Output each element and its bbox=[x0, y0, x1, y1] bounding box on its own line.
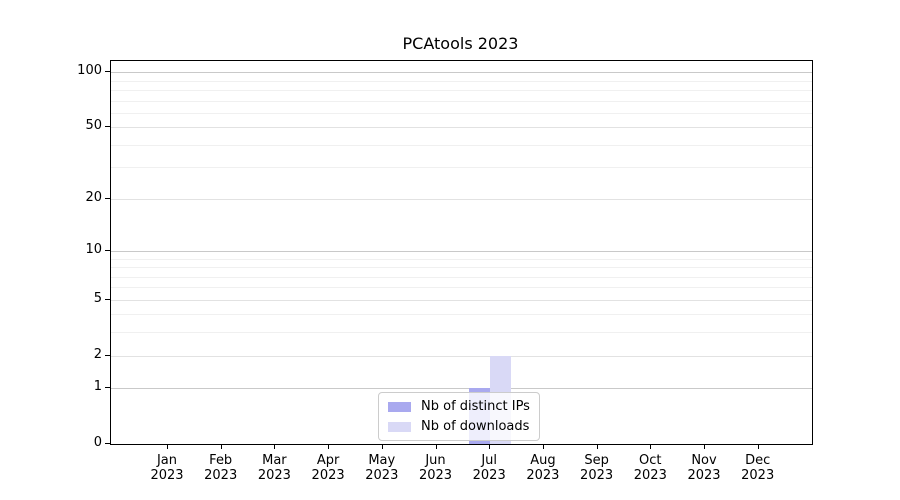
gridline-minor bbox=[111, 100, 812, 102]
gridline-minor bbox=[111, 332, 812, 334]
x-tick-year: 2023 bbox=[580, 468, 614, 483]
y-tick-mark bbox=[105, 249, 110, 251]
legend-label: Nb of distinct IPs bbox=[421, 399, 530, 414]
gridline-minor bbox=[111, 287, 812, 289]
gridline-major bbox=[111, 388, 812, 390]
legend-swatch-icon bbox=[388, 401, 411, 412]
y-axis-tick-label: 100 bbox=[77, 63, 102, 79]
x-tick-month: Nov bbox=[691, 453, 717, 468]
x-tick-year: 2023 bbox=[687, 468, 721, 483]
x-tick-month: Oct bbox=[639, 453, 662, 468]
y-axis-tick-label: 20 bbox=[85, 189, 102, 205]
x-tick-year: 2023 bbox=[150, 468, 184, 483]
x-tick-month: Feb bbox=[209, 453, 233, 468]
y-tick-mark bbox=[105, 354, 110, 356]
legend-swatch-icon bbox=[388, 421, 411, 432]
x-axis-tick-label: Nov 2023 bbox=[668, 453, 740, 483]
x-tick-year: 2023 bbox=[257, 468, 291, 483]
legend: Nb of distinct IPs Nb of downloads bbox=[378, 392, 540, 441]
x-tick-month: Jan bbox=[156, 453, 178, 468]
x-axis-tick-label: Dec 2023 bbox=[722, 453, 794, 483]
x-tick-mark bbox=[274, 444, 276, 449]
x-axis-tick-label: Oct 2023 bbox=[614, 453, 686, 483]
gridline-labeled bbox=[111, 127, 812, 129]
x-tick-month: Apr bbox=[316, 453, 340, 468]
y-tick-mark bbox=[105, 443, 110, 444]
x-axis-tick-label: Mar 2023 bbox=[238, 453, 310, 483]
x-tick-year: 2023 bbox=[365, 468, 399, 483]
x-tick-mark bbox=[381, 444, 383, 449]
x-tick-mark bbox=[757, 444, 759, 449]
y-axis-tick-label: 10 bbox=[85, 241, 102, 257]
legend-entry: Nb of downloads bbox=[388, 418, 530, 435]
gridline-major bbox=[111, 250, 812, 252]
x-tick-month: Aug bbox=[530, 453, 556, 468]
y-axis-tick-label: 2 bbox=[93, 346, 102, 362]
x-tick-mark bbox=[704, 444, 705, 449]
x-tick-mark bbox=[489, 444, 491, 449]
y-axis-tick-label: 5 bbox=[93, 290, 102, 306]
x-tick-mark bbox=[596, 444, 598, 449]
y-axis-tick-label: 0 bbox=[93, 435, 102, 450]
x-tick-year: 2023 bbox=[741, 468, 775, 483]
legend-label: Nb of downloads bbox=[421, 419, 530, 434]
gridline-labeled bbox=[111, 299, 812, 301]
plot-area bbox=[110, 60, 813, 445]
chart-title: PCAtools 2023 bbox=[402, 34, 519, 53]
x-axis-tick-label: Apr 2023 bbox=[292, 453, 364, 483]
x-tick-month: Dec bbox=[745, 453, 771, 468]
gridline-labeled bbox=[111, 198, 812, 200]
y-tick-mark bbox=[105, 71, 110, 73]
gridline-minor bbox=[111, 258, 812, 260]
gridline-labeled bbox=[111, 355, 812, 357]
x-tick-month: May bbox=[368, 453, 396, 468]
gridline-minor bbox=[111, 267, 812, 268]
gridline-minor bbox=[111, 167, 812, 169]
y-tick-mark bbox=[105, 197, 110, 199]
x-axis-tick-label: Feb 2023 bbox=[185, 453, 257, 483]
y-axis-tick-label: 1 bbox=[93, 379, 102, 395]
y-tick-mark bbox=[105, 126, 110, 128]
x-tick-mark bbox=[650, 444, 652, 449]
y-tick-mark bbox=[105, 298, 110, 300]
gridline-minor bbox=[111, 276, 812, 278]
gridline-minor bbox=[111, 144, 812, 146]
x-tick-year: 2023 bbox=[418, 468, 453, 483]
y-axis-tick-label: 50 bbox=[85, 118, 102, 134]
x-tick-year: 2023 bbox=[526, 468, 560, 483]
x-axis-tick-label: Jan 2023 bbox=[131, 453, 203, 483]
x-axis-tick-label: Sep 2023 bbox=[561, 453, 633, 483]
gridline-minor bbox=[111, 314, 812, 316]
x-tick-month: Mar bbox=[262, 453, 287, 468]
x-tick-year: 2023 bbox=[472, 468, 506, 483]
x-axis-tick-label: Jul 2023 bbox=[453, 453, 525, 483]
x-tick-mark bbox=[167, 444, 168, 449]
x-tick-year: 2023 bbox=[311, 468, 345, 483]
x-tick-month: Jul bbox=[481, 453, 498, 468]
gridline-minor bbox=[111, 80, 812, 82]
x-tick-mark bbox=[328, 444, 330, 449]
x-tick-year: 2023 bbox=[204, 468, 238, 483]
x-axis-tick-label: Aug 2023 bbox=[507, 453, 579, 483]
x-tick-month: Sep bbox=[584, 453, 609, 468]
legend-entry: Nb of distinct IPs bbox=[388, 398, 530, 415]
gridline-minor bbox=[111, 112, 812, 114]
x-tick-mark bbox=[542, 444, 544, 449]
x-tick-mark bbox=[220, 444, 222, 449]
x-axis-tick-label: Jun 2023 bbox=[400, 453, 472, 483]
x-tick-mark bbox=[435, 444, 437, 449]
x-axis-tick-label: May 2023 bbox=[346, 453, 418, 483]
x-tick-month: Jun bbox=[425, 453, 446, 468]
gridline-major bbox=[111, 72, 812, 74]
x-tick-year: 2023 bbox=[633, 468, 667, 483]
gridline-minor bbox=[111, 89, 812, 91]
y-tick-mark bbox=[105, 387, 110, 389]
